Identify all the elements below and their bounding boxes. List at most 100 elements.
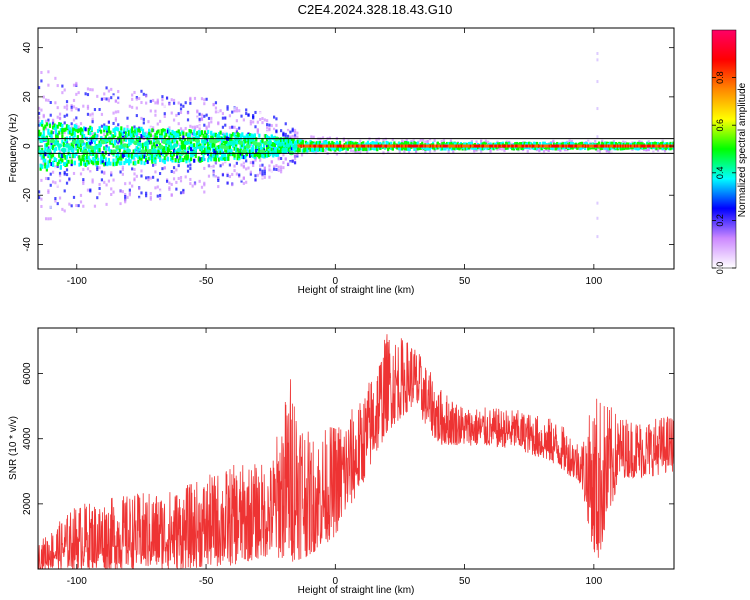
spectrogram-cell <box>384 137 387 141</box>
spectrogram-cell <box>221 125 225 129</box>
spectrogram-cell <box>166 146 169 151</box>
spectrogram-cell <box>612 140 615 144</box>
spectrogram-peak <box>595 144 598 148</box>
spectrogram-cell <box>161 125 164 129</box>
x-tick-label: -100 <box>67 276 87 287</box>
spectrogram-peak <box>38 146 41 151</box>
spectrogram-cell <box>135 127 138 132</box>
spectrogram-cell <box>647 140 650 144</box>
spectrogram-cell <box>171 155 174 160</box>
spectrogram-cell <box>242 176 245 180</box>
spectrogram-cell <box>224 157 227 162</box>
spectrogram-cell <box>259 158 262 162</box>
spectrogram-cell <box>601 141 604 146</box>
spectrogram-cell <box>200 113 204 117</box>
spectrogram-cell <box>289 145 292 150</box>
spectrogram-cell <box>168 187 171 191</box>
spectrogram-cell <box>619 146 622 151</box>
spectrogram-cell <box>571 142 574 147</box>
spectrogram-cell <box>221 130 225 134</box>
spectrogram-cell <box>120 137 123 142</box>
spectrogram-cell <box>131 192 134 196</box>
spectrogram-cell <box>231 125 234 129</box>
spectrogram-cell <box>289 130 292 134</box>
spectrogram-cell <box>292 139 295 144</box>
spectrogram-cell <box>152 163 155 167</box>
spectrogram-cell <box>93 103 97 107</box>
spectrogram-cell <box>203 183 206 187</box>
spectrogram-cell <box>96 94 99 98</box>
spectrogram-cell <box>59 156 62 161</box>
spectrogram-cell <box>186 149 190 154</box>
spectrogram-cell <box>157 149 160 154</box>
spectrogram-cell <box>283 137 286 142</box>
spectrogram-cell <box>286 128 290 132</box>
spectrogram-cell <box>219 130 222 135</box>
spectrogram-cell <box>266 144 269 149</box>
spectrogram-cell <box>54 181 57 185</box>
spectrogram-cell <box>230 133 233 138</box>
spectrogram-cell <box>101 156 104 161</box>
spectrogram-cell <box>115 153 118 158</box>
spectrogram-peak <box>328 144 331 148</box>
spectrogram-peak <box>662 144 665 148</box>
spectrogram-cell <box>282 133 285 137</box>
spectrogram-cell <box>238 133 241 138</box>
spectrogram-cell <box>261 172 264 176</box>
spectrogram-cell <box>345 146 348 151</box>
spectrogram-cell <box>75 203 78 207</box>
spectrogram-cell <box>86 188 90 192</box>
spectrogram-cell <box>501 147 504 151</box>
spectrogram-peak <box>436 144 439 148</box>
spectrogram-cell <box>321 140 325 144</box>
spectrogram-cell <box>194 133 197 138</box>
spectrogram-cell <box>466 146 469 151</box>
spectrogram-peak <box>241 148 247 154</box>
spectrogram-cell <box>161 172 164 176</box>
spectrogram-cell <box>70 122 73 126</box>
spectrogram-cell <box>65 126 69 131</box>
spectrogram-cell <box>147 96 150 100</box>
spectrogram-cell <box>210 116 213 120</box>
spectrogram-cell <box>51 121 55 125</box>
spectrogram-cell <box>203 123 206 127</box>
spectrogram-cell <box>117 110 120 114</box>
spectrogram-cell <box>259 111 262 115</box>
spectrogram-peak <box>543 144 546 148</box>
spectrogram-cell <box>49 172 52 176</box>
spectrogram-cell <box>114 131 117 136</box>
spectrogram-cell <box>119 199 122 203</box>
spectrogram-cell <box>453 142 456 147</box>
spectrogram-cell <box>39 163 42 168</box>
spectrogram-cell <box>231 110 234 114</box>
spectrogram-cell <box>245 108 248 112</box>
spectrogram-cell <box>183 137 187 142</box>
spectrogram-cell <box>230 137 233 142</box>
spectrogram-peak <box>440 144 443 148</box>
spectrogram-cell <box>184 126 187 130</box>
spectrogram-cell <box>126 143 129 148</box>
spectrogram-cell <box>387 147 390 152</box>
spectrogram-cell <box>547 148 550 152</box>
spectrogram-peak <box>437 144 440 148</box>
spectrogram-cell <box>225 140 228 145</box>
spectrogram-peak <box>390 144 393 148</box>
spectrogram-cell <box>78 155 81 160</box>
spectrogram-cell <box>270 147 273 152</box>
spectrogram-cell <box>309 141 312 146</box>
spectrogram-peak <box>331 144 334 148</box>
spectrogram-peak <box>323 144 326 148</box>
spectrogram-cell <box>231 132 235 137</box>
spectrogram-cell <box>78 145 81 150</box>
spectrogram-cell <box>77 125 80 129</box>
spectrogram-cell <box>54 197 57 201</box>
spectrogram-cell <box>168 135 171 140</box>
spectrogram-cell <box>70 148 73 153</box>
spectrogram-cell <box>63 88 66 92</box>
spectrogram-cell <box>284 160 287 164</box>
spectrogram-cell <box>72 154 75 159</box>
spectrogram-cell <box>82 167 85 171</box>
spectrogram-cell <box>297 148 300 153</box>
spectrogram-cell <box>196 125 199 129</box>
